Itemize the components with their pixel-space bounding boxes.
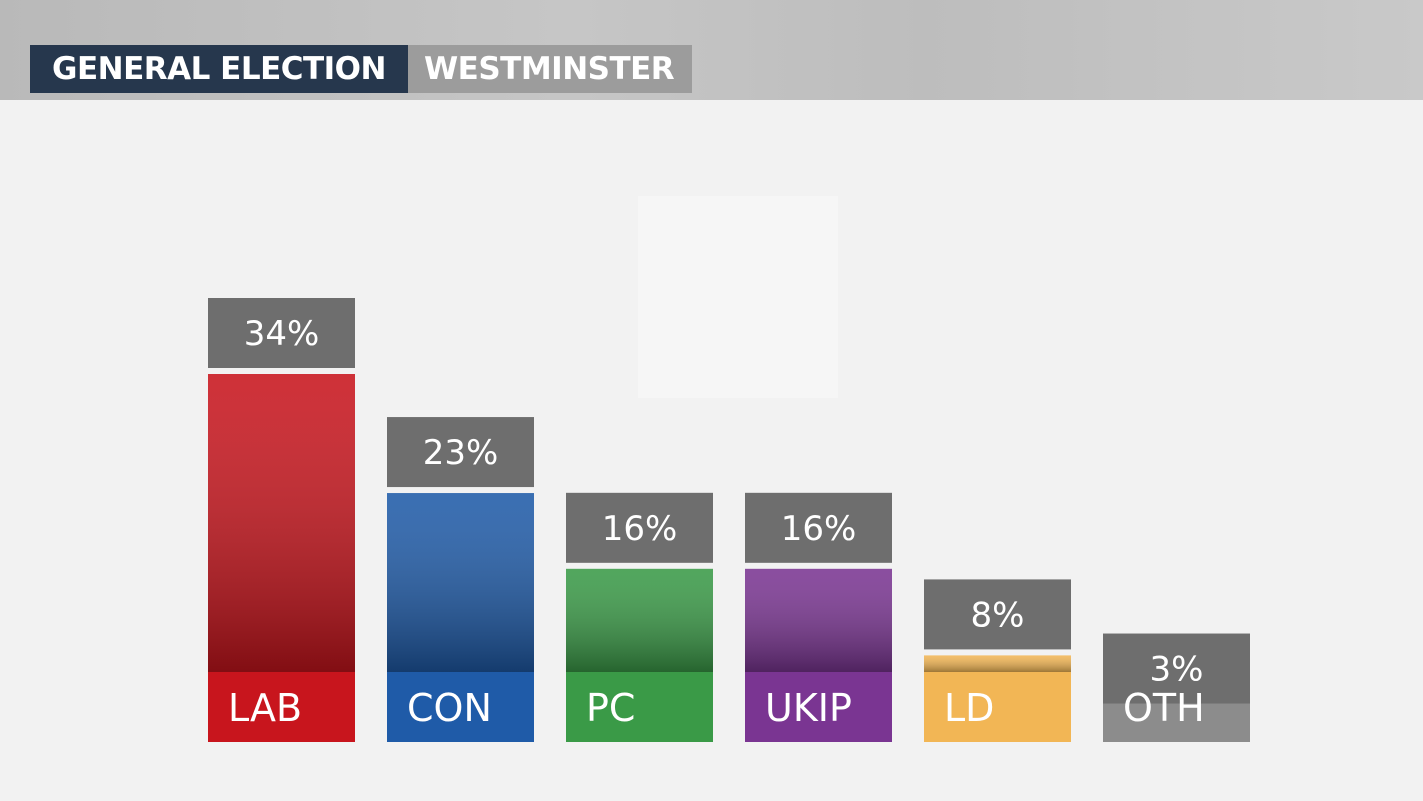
bar-category-block: [566, 672, 713, 742]
value-label: 23%: [423, 433, 499, 473]
value-label: 16%: [781, 509, 857, 549]
category-label: UKIP: [765, 686, 852, 730]
value-label-box: [387, 417, 534, 488]
value-label-box: [924, 579, 1071, 650]
header-title: GENERAL ELECTION: [30, 45, 408, 93]
bar-category-block: [208, 672, 355, 742]
bar-shading: [745, 568, 892, 672]
value-label-box: [566, 492, 713, 563]
bar-shading: [924, 655, 1071, 672]
category-label: PC: [586, 686, 635, 730]
value-label-box: [208, 298, 355, 368]
category-label: CON: [407, 686, 492, 730]
value-label-box: [1103, 633, 1250, 704]
category-label: OTH: [1123, 686, 1205, 730]
value-label: 16%: [602, 509, 678, 549]
value-label: 34%: [244, 314, 320, 354]
bar-shading: [566, 568, 713, 672]
bar-category-block: [745, 672, 892, 742]
value-label: 3%: [1150, 650, 1204, 690]
category-label: LAB: [228, 686, 302, 730]
category-label: LD: [944, 686, 994, 730]
value-label-box: [745, 492, 892, 563]
bar-shading: [387, 493, 534, 672]
value-label: 8%: [971, 595, 1025, 635]
bar-category-block: [924, 672, 1071, 742]
bar-category-block: [387, 672, 534, 742]
background-tile: [638, 196, 838, 398]
bar-shading: [208, 374, 355, 672]
header-subtitle: WESTMINSTER: [407, 45, 693, 93]
header-bar: GENERAL ELECTION WESTMINSTER: [30, 45, 693, 93]
